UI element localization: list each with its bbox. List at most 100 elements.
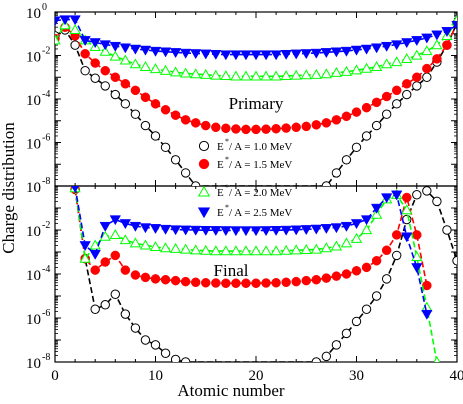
x-tick-label: 30: [349, 368, 364, 384]
data-point: [290, 244, 302, 255]
data-point: [190, 118, 201, 128]
data-point: [230, 226, 242, 237]
data-point: [230, 70, 242, 81]
data-point: [149, 46, 162, 57]
data-point: [140, 272, 151, 283]
data-point: [351, 107, 362, 117]
data-point: [381, 245, 392, 256]
panel-series-0: [55, 14, 457, 186]
data-point: [110, 72, 121, 82]
data-point: [402, 192, 412, 203]
y-tick-label: 10: [26, 6, 41, 22]
data-point: [220, 226, 232, 237]
data-point: [221, 278, 231, 288]
data-point: [169, 48, 182, 59]
data-point: [130, 109, 141, 119]
data-point: [451, 20, 457, 31]
data-point: [109, 229, 121, 240]
data-point: [150, 340, 161, 350]
data-point: [360, 224, 373, 235]
data-point: [401, 232, 413, 243]
data-point: [310, 243, 322, 254]
data-point: [280, 49, 292, 60]
data-point: [90, 58, 100, 68]
data-point: [241, 278, 251, 288]
data-point: [231, 124, 241, 134]
data-point: [411, 36, 423, 47]
data-point: [80, 49, 90, 59]
data-point: [381, 109, 392, 119]
data-point: [179, 48, 192, 59]
data-point: [240, 245, 252, 256]
data-point: [270, 70, 282, 81]
data-point: [130, 323, 141, 333]
data-point: [270, 226, 282, 236]
data-point: [89, 239, 101, 250]
data-point: [190, 68, 202, 79]
data-point: [280, 244, 292, 255]
data-point: [331, 271, 342, 281]
data-point: [89, 38, 101, 49]
data-point: [190, 49, 202, 60]
data-point: [350, 232, 363, 243]
data-point: [169, 225, 182, 236]
data-point: [321, 181, 332, 186]
data-point: [370, 203, 383, 214]
data-point: [422, 72, 432, 82]
data-point: [100, 257, 110, 267]
data-point: [190, 244, 202, 255]
y-tick-label: 10: [26, 137, 41, 153]
data-point: [260, 226, 272, 237]
data-point: [129, 44, 142, 55]
data-point: [160, 348, 171, 358]
data-point: [271, 278, 281, 288]
y-tick-label-exponent: -2: [42, 220, 50, 231]
legend-entry-sup: *: [225, 183, 229, 192]
data-point: [320, 68, 333, 79]
data-point: [211, 278, 221, 288]
data-point: [371, 97, 382, 108]
data-point: [139, 239, 152, 250]
data-point: [250, 70, 262, 81]
data-point: [351, 142, 362, 153]
data-point: [200, 49, 212, 60]
legend-entry: E: [217, 207, 224, 219]
data-point: [179, 225, 192, 236]
y-tick-label-exponent: -2: [42, 46, 50, 57]
data-point: [281, 277, 291, 288]
data-point: [149, 63, 162, 74]
data-point: [170, 155, 181, 165]
x-tick-label: 0: [51, 368, 59, 384]
data-point: [291, 276, 301, 287]
legend-entry: E: [217, 141, 224, 153]
data-point: [119, 54, 132, 65]
data-point: [210, 69, 222, 80]
data-point: [401, 38, 413, 49]
data-point: [341, 155, 352, 165]
data-point: [300, 69, 312, 80]
data-point: [240, 226, 252, 237]
data-point: [150, 274, 161, 284]
y-tick-label-exponent: -8: [42, 352, 50, 363]
y-tick-label-exponent: 0: [42, 2, 47, 13]
data-point: [99, 230, 111, 241]
data-point: [391, 56, 403, 67]
data-point: [310, 68, 322, 79]
data-point: [240, 50, 252, 61]
y-tick-label-exponent: -6: [42, 308, 50, 319]
data-point: [280, 225, 292, 236]
y-tick-label: 10: [26, 180, 41, 196]
data-point: [350, 64, 363, 75]
data-point: [321, 351, 332, 362]
data-point: [129, 221, 142, 232]
data-point: [310, 224, 322, 235]
y-tick-label-exponent: -4: [42, 264, 50, 275]
data-point: [391, 85, 402, 96]
data-point: [55, 34, 61, 45]
data-point: [109, 215, 121, 226]
data-point: [381, 274, 392, 284]
data-point: [260, 50, 272, 61]
panel-label: Final: [214, 261, 249, 280]
data-point: [392, 99, 402, 109]
y-tick-label: 10: [26, 268, 41, 284]
